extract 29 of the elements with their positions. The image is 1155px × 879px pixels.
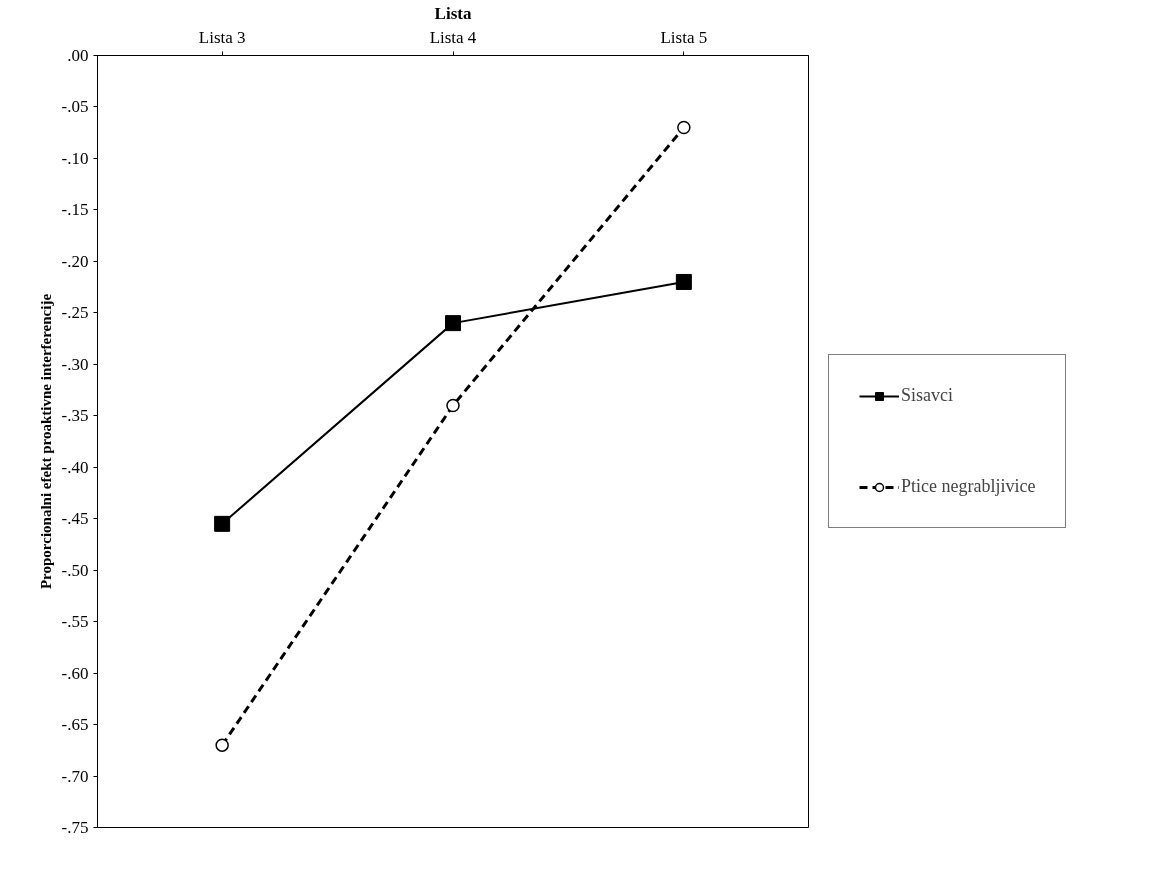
point [446,398,460,413]
y-tick-label: -.05 [61,97,89,117]
y-tick-label: -.35 [61,406,89,426]
legend-label: Ptice negrabljivice [901,476,1036,497]
y-axis-title: Proporcionalni efekt proaktivne interferencije [37,293,54,590]
y-tick-label: -.50 [61,560,89,580]
y-tick-label: .00 [67,46,89,65]
legend-label: Sisavci [901,385,953,406]
point [214,515,231,532]
y-tick-label: -.55 [61,612,89,632]
y-tick-label: -.75 [61,818,89,837]
y-tick-label: -.10 [61,148,89,168]
x-tick-label: Lista 5 [660,27,708,47]
y-tick-label: -.40 [61,457,89,477]
y-tick-label: -.60 [61,663,89,683]
y-tick-label: -.20 [61,251,89,271]
point [445,315,461,332]
y-tick-label: -.30 [61,354,89,374]
point [677,120,691,135]
point [215,738,229,752]
x-tick-label: Lista 3 [198,27,246,47]
y-tick-label: -.65 [61,715,89,735]
x-tick-label: Lista 4 [429,27,477,47]
y-tick-label: -.25 [61,303,89,323]
point [675,273,692,290]
y-tick-label: -.45 [61,509,89,529]
x-axis-title: Lista [434,3,472,23]
y-tick-label: -.70 [61,766,89,786]
y-tick-label: -.15 [61,200,89,220]
